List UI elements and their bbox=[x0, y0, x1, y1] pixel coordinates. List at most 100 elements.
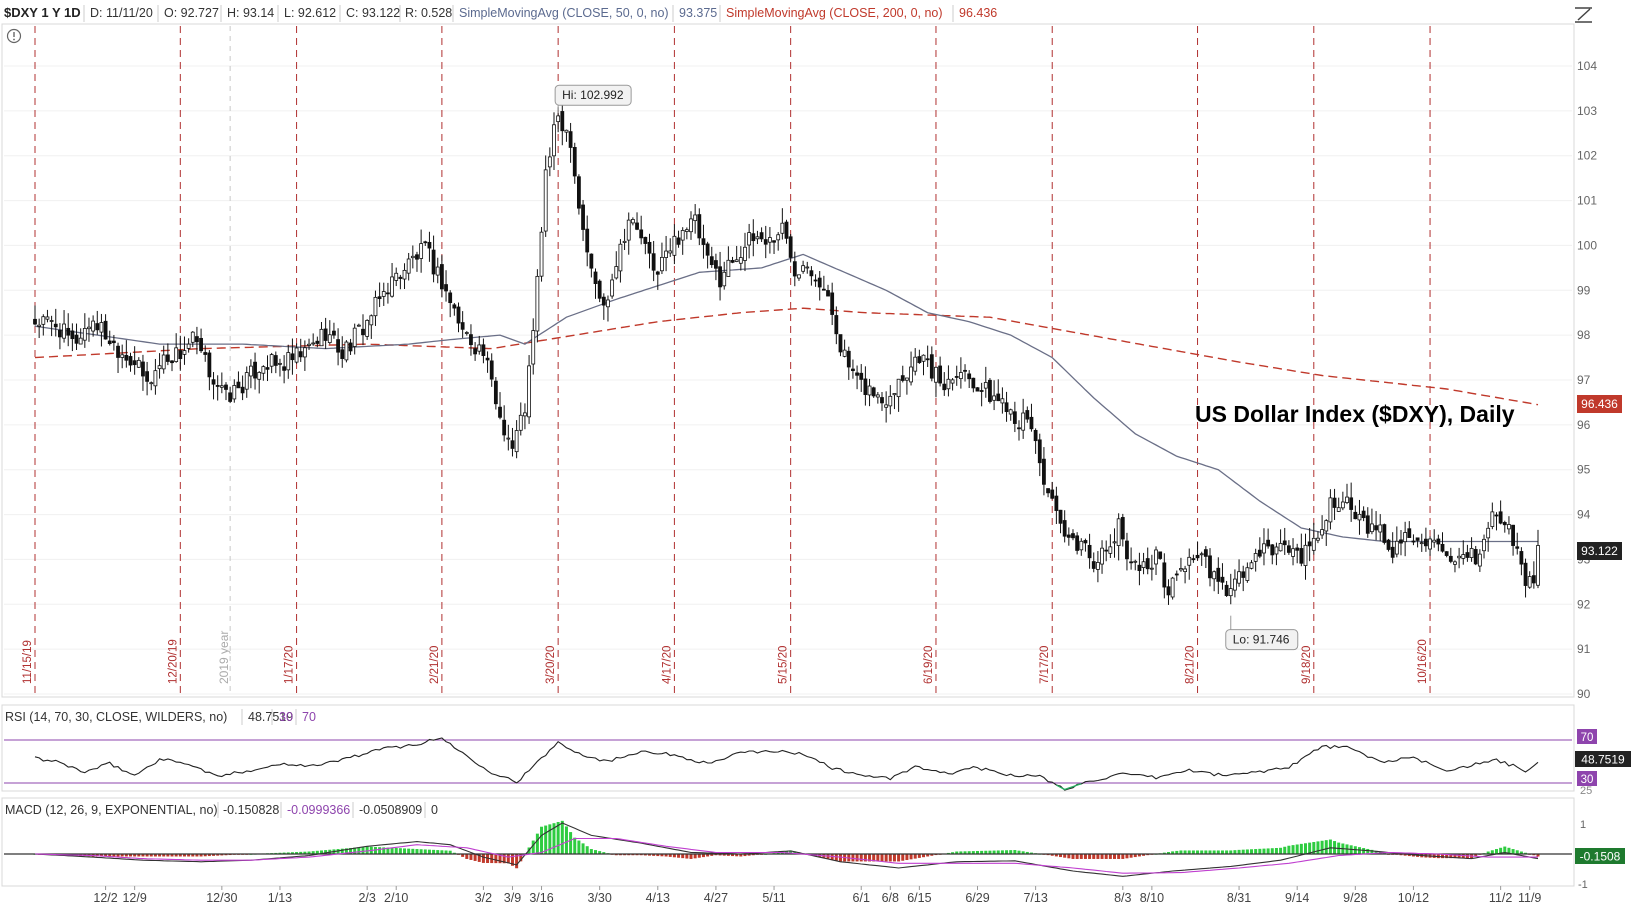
candle-body bbox=[626, 219, 631, 241]
info-icon[interactable] bbox=[6, 28, 22, 44]
candle-body bbox=[767, 237, 772, 243]
candle-body bbox=[1316, 537, 1320, 541]
macd-histogram-bar bbox=[631, 854, 635, 856]
macd-histogram-bar bbox=[141, 854, 145, 857]
macd-histogram-bar bbox=[349, 847, 353, 854]
macd-histogram-bar bbox=[1050, 854, 1054, 856]
macd-histogram-bar bbox=[307, 851, 311, 854]
macd-histogram-bar bbox=[1017, 850, 1021, 854]
candle-body bbox=[1191, 558, 1196, 561]
candle-body bbox=[1345, 496, 1349, 503]
macd-histogram-bar bbox=[461, 854, 465, 857]
candle-body bbox=[552, 124, 556, 157]
macd-histogram-bar bbox=[1225, 850, 1229, 854]
rsi-25-tick: 25 bbox=[1580, 785, 1592, 797]
candle-body bbox=[1278, 543, 1283, 552]
candle-body bbox=[539, 231, 544, 277]
macd-histogram-bar bbox=[718, 854, 722, 856]
candle-body bbox=[344, 341, 349, 361]
macd-histogram-bar bbox=[373, 846, 377, 854]
candle-body bbox=[128, 356, 133, 366]
macd-histogram-bar bbox=[1274, 848, 1278, 854]
event-date-label: 3/20/20 bbox=[545, 646, 557, 684]
candle-body bbox=[1453, 561, 1457, 565]
macd-histogram-bar bbox=[1283, 846, 1287, 854]
candle-body bbox=[1112, 541, 1117, 544]
rsi-value-tag-text: 48.7519 bbox=[1581, 753, 1625, 767]
candle-body bbox=[942, 383, 947, 391]
macd-histogram-bar bbox=[1187, 850, 1191, 854]
macd-histogram-bar bbox=[1166, 852, 1170, 854]
candle-body bbox=[120, 354, 125, 358]
macd-histogram-bar bbox=[967, 851, 971, 854]
candle-body bbox=[178, 350, 183, 360]
macd-histogram-bar bbox=[1453, 854, 1457, 859]
rsi-oversold-segment bbox=[1056, 783, 1082, 791]
event-date-label: 10/16/20 bbox=[1417, 639, 1429, 684]
candle-body bbox=[1440, 543, 1445, 552]
candle-body bbox=[958, 372, 963, 380]
candle-body bbox=[834, 315, 839, 335]
macd-signal-line bbox=[34, 837, 1538, 874]
candle-body bbox=[1129, 561, 1134, 564]
candle-body bbox=[431, 249, 436, 275]
candle-body bbox=[203, 352, 208, 355]
candle-body bbox=[215, 385, 220, 387]
macd-histogram-bar bbox=[714, 854, 718, 856]
candle-body bbox=[1154, 549, 1158, 565]
macd-histogram-bar bbox=[1021, 851, 1025, 854]
rsi-axis: 70 30 25 48.7519 bbox=[1575, 729, 1631, 797]
candle-body bbox=[618, 243, 623, 272]
candle-body bbox=[971, 377, 976, 389]
rsi-panel-frame bbox=[1, 704, 1575, 792]
macd-histogram-bar bbox=[1374, 850, 1378, 854]
candle-body bbox=[1274, 546, 1279, 555]
candle-body bbox=[199, 337, 203, 352]
date-tick-label: 12/9 bbox=[122, 891, 146, 905]
candle-body bbox=[224, 384, 228, 390]
candle-body bbox=[975, 387, 980, 392]
candle-body bbox=[946, 378, 951, 390]
candle-body bbox=[801, 265, 806, 272]
macd-histogram-bar bbox=[668, 854, 672, 857]
candle-body bbox=[1536, 545, 1540, 586]
rsi-label[interactable]: RSI (14, 70, 30, CLOSE, WILDERS, no) bbox=[5, 710, 227, 724]
sma50-label[interactable]: SimpleMovingAvg (CLOSE, 50, 0, no) bbox=[459, 6, 669, 20]
candle-body bbox=[336, 339, 340, 353]
macd-histogram-bar bbox=[336, 849, 340, 854]
candle-body bbox=[161, 354, 166, 370]
macd-line bbox=[34, 822, 1539, 877]
macd-histogram-bar bbox=[353, 847, 357, 854]
symbol-label[interactable]: $DXY 1 Y 1D bbox=[4, 5, 81, 20]
candle-body bbox=[66, 327, 71, 336]
candle-body bbox=[228, 392, 233, 402]
macd-label[interactable]: MACD (12, 26, 9, EXPONENTIAL, no) bbox=[5, 803, 218, 817]
draw-tool-icon[interactable] bbox=[1575, 7, 1592, 23]
candle-body bbox=[452, 304, 457, 309]
candle-body bbox=[498, 406, 502, 418]
price-tick-label: 94 bbox=[1577, 508, 1591, 522]
macd-histogram-bar bbox=[888, 854, 892, 862]
macd-histogram-bar bbox=[1407, 854, 1411, 857]
macd-histogram-bar bbox=[319, 850, 323, 854]
candle-body bbox=[315, 340, 320, 344]
macd-histogram-bar bbox=[635, 854, 639, 856]
candle-body bbox=[435, 266, 440, 276]
macd-histogram-bar bbox=[1511, 849, 1515, 854]
macd-histogram-bar bbox=[1220, 850, 1224, 854]
candle-body bbox=[427, 241, 432, 249]
candle-body bbox=[286, 352, 291, 371]
macd-histogram-bar bbox=[722, 854, 726, 856]
sma200-label[interactable]: SimpleMovingAvg (CLOSE, 200, 0, no) bbox=[726, 6, 943, 20]
macd-histogram-bar bbox=[1328, 839, 1332, 854]
macd-histogram-bar bbox=[984, 850, 988, 854]
candle-body bbox=[53, 323, 58, 328]
candle-body bbox=[481, 344, 486, 356]
macd-histogram-bar bbox=[793, 851, 797, 854]
candle-body bbox=[668, 250, 673, 254]
candle-body bbox=[954, 376, 959, 378]
candle-body bbox=[1282, 540, 1287, 546]
macd-histogram-bar bbox=[1200, 850, 1204, 854]
macd-histogram-bar bbox=[884, 854, 888, 862]
